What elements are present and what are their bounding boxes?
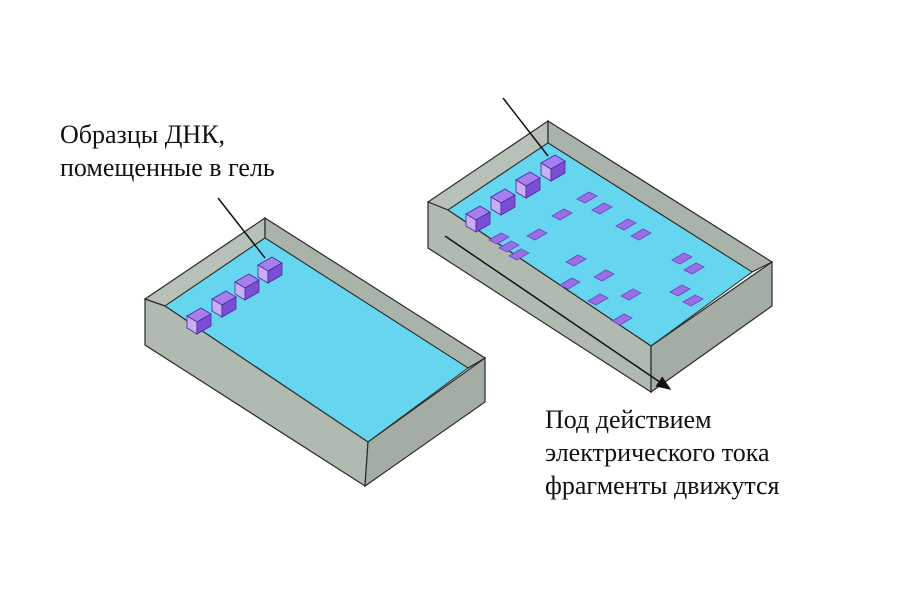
dna-band xyxy=(671,252,693,265)
dna-samples-label: Образцы ДНК, помещенные в гель xyxy=(60,118,275,184)
dna-bands xyxy=(488,191,705,326)
left-sample-wells xyxy=(186,256,283,335)
dna-band xyxy=(498,240,520,253)
dna-band xyxy=(593,269,615,282)
well xyxy=(257,256,283,284)
electric-current-label: Под действием электрического тока фрагме… xyxy=(545,403,780,502)
right-sample-wells xyxy=(465,154,566,233)
well xyxy=(515,171,541,199)
dna-samples-label-line-1: Образцы ДНК, xyxy=(60,120,226,149)
right-well-pointer xyxy=(502,97,549,157)
migration-direction-arrow xyxy=(444,235,672,390)
dna-band xyxy=(682,294,704,307)
dna-band xyxy=(565,254,587,267)
dna-band xyxy=(551,208,573,221)
dna-band xyxy=(526,228,548,241)
dna-band xyxy=(576,191,598,204)
well xyxy=(465,205,491,233)
dna-band xyxy=(683,262,705,275)
dna-band xyxy=(559,277,581,290)
dna-band xyxy=(587,293,609,306)
dna-band xyxy=(591,202,613,215)
dna-band xyxy=(669,284,691,297)
well xyxy=(540,154,566,182)
electric-current-label-line-3: фрагменты движутся xyxy=(545,471,780,500)
well xyxy=(234,273,260,301)
dna-band xyxy=(630,228,652,241)
dna-band xyxy=(611,313,633,326)
dna-samples-label-line-2: помещенные в гель xyxy=(60,153,275,182)
left-label-pointer xyxy=(217,197,266,259)
left-gel-tray xyxy=(143,216,487,488)
dna-band xyxy=(508,248,530,261)
well xyxy=(211,290,237,318)
well xyxy=(490,188,516,216)
electric-current-label-line-2: электрического тока xyxy=(545,438,770,467)
dna-band xyxy=(488,232,510,245)
dna-band xyxy=(615,218,637,231)
well xyxy=(186,307,212,335)
right-gel-tray xyxy=(426,119,774,394)
electric-current-label-line-1: Под действием xyxy=(545,405,712,434)
dna-band xyxy=(620,288,642,301)
left-tray-front-right-wall xyxy=(364,356,486,488)
